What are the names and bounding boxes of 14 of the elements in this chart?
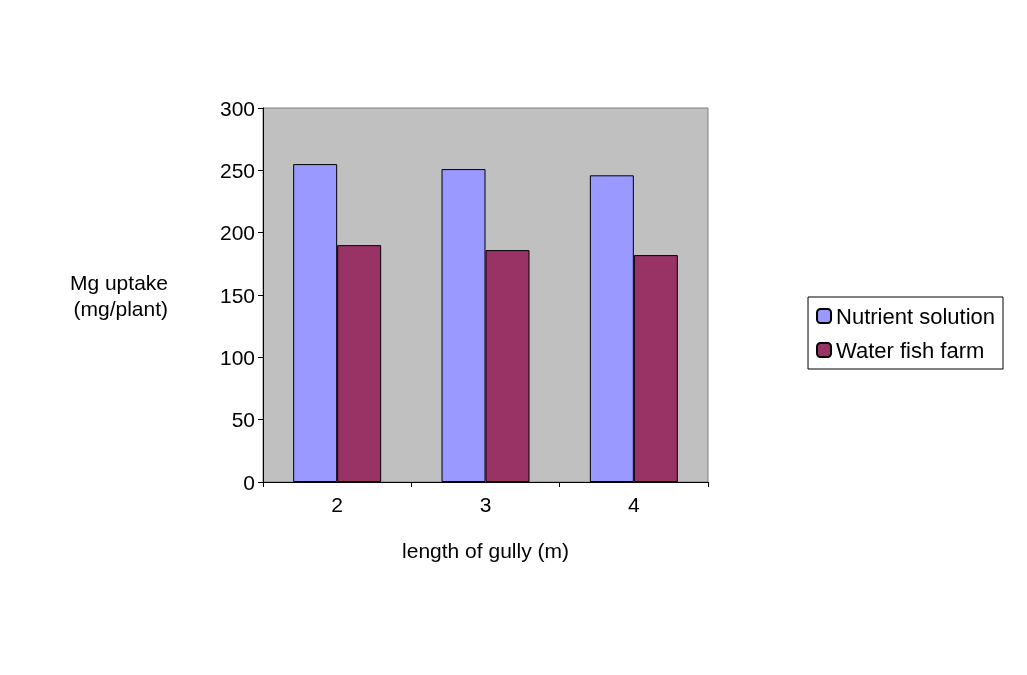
y-axis-title: Mg uptake (mg/plant) (69, 270, 168, 320)
x-tick-label: 3 (479, 493, 492, 516)
y-tick-label: 100 (219, 345, 255, 369)
y-tick-label: 300 (219, 96, 255, 120)
y-tick-label: 50 (231, 408, 255, 432)
x-tick-label: 4 (627, 493, 640, 516)
x-tick-label: 2 (331, 493, 344, 516)
x-axis-title: length of gully (m) (402, 539, 569, 562)
y-tick-label: 0 (243, 470, 255, 494)
legend-label: Water fish farm (836, 337, 985, 363)
y-tick-label: 250 (219, 158, 255, 182)
legend-label: Nutrient solution (836, 303, 996, 329)
y-tick-label: 150 (219, 283, 255, 307)
y-tick-label: 200 (219, 221, 255, 245)
